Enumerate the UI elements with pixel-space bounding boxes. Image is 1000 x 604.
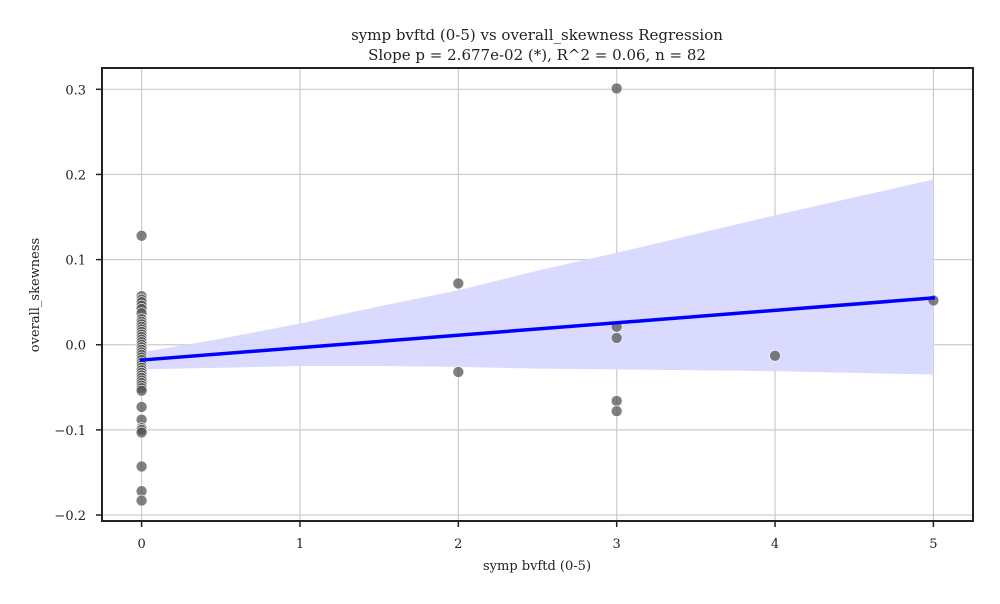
plot-frame (101, 67, 974, 522)
data-point (135, 460, 148, 473)
data-point (135, 494, 148, 507)
data-point (610, 82, 623, 95)
y-tick-label: 0.1 (65, 254, 86, 269)
x-tick-label: 1 (296, 537, 304, 552)
y-tick-label: −0.2 (54, 509, 86, 524)
x-tick-label: 3 (613, 537, 621, 552)
y-axis-label: overall_skewness (28, 238, 43, 352)
x-tick-label: 5 (929, 537, 937, 552)
data-point (610, 332, 623, 344)
chart-subtitle: Slope p = 2.677e-02 (*), R^2 = 0.06, n =… (368, 46, 706, 64)
data-point (135, 384, 148, 397)
data-point (135, 426, 148, 439)
data-point (452, 366, 465, 378)
y-tick-label: 0.0 (65, 339, 86, 354)
y-tick-label: −0.1 (54, 424, 86, 439)
data-point (610, 395, 623, 407)
data-point (452, 277, 465, 290)
regression-line-layer (139, 296, 936, 362)
confidence-band (141, 179, 934, 375)
data-point (610, 405, 623, 417)
data-point (135, 401, 148, 413)
confidence-band-layer (141, 179, 934, 375)
data-point (769, 350, 781, 362)
x-tick-label: 2 (454, 537, 462, 552)
x-tick-label: 0 (137, 537, 145, 552)
axes: 0 1 2 3 4 5 −0.2 −0.1 0.0 0.1 0.2 0.3 (54, 67, 974, 552)
regression-line (139, 296, 936, 362)
y-tick-label: 0.3 (65, 83, 86, 98)
chart-title: symp bvftd (0-5) vs overall_skewness Reg… (351, 26, 723, 44)
y-tick-label: 0.2 (65, 168, 86, 183)
x-axis-label: symp bvftd (0-5) (483, 559, 591, 574)
data-point (135, 229, 148, 242)
scatter-points (135, 82, 940, 507)
x-tick-label: 4 (771, 537, 779, 552)
